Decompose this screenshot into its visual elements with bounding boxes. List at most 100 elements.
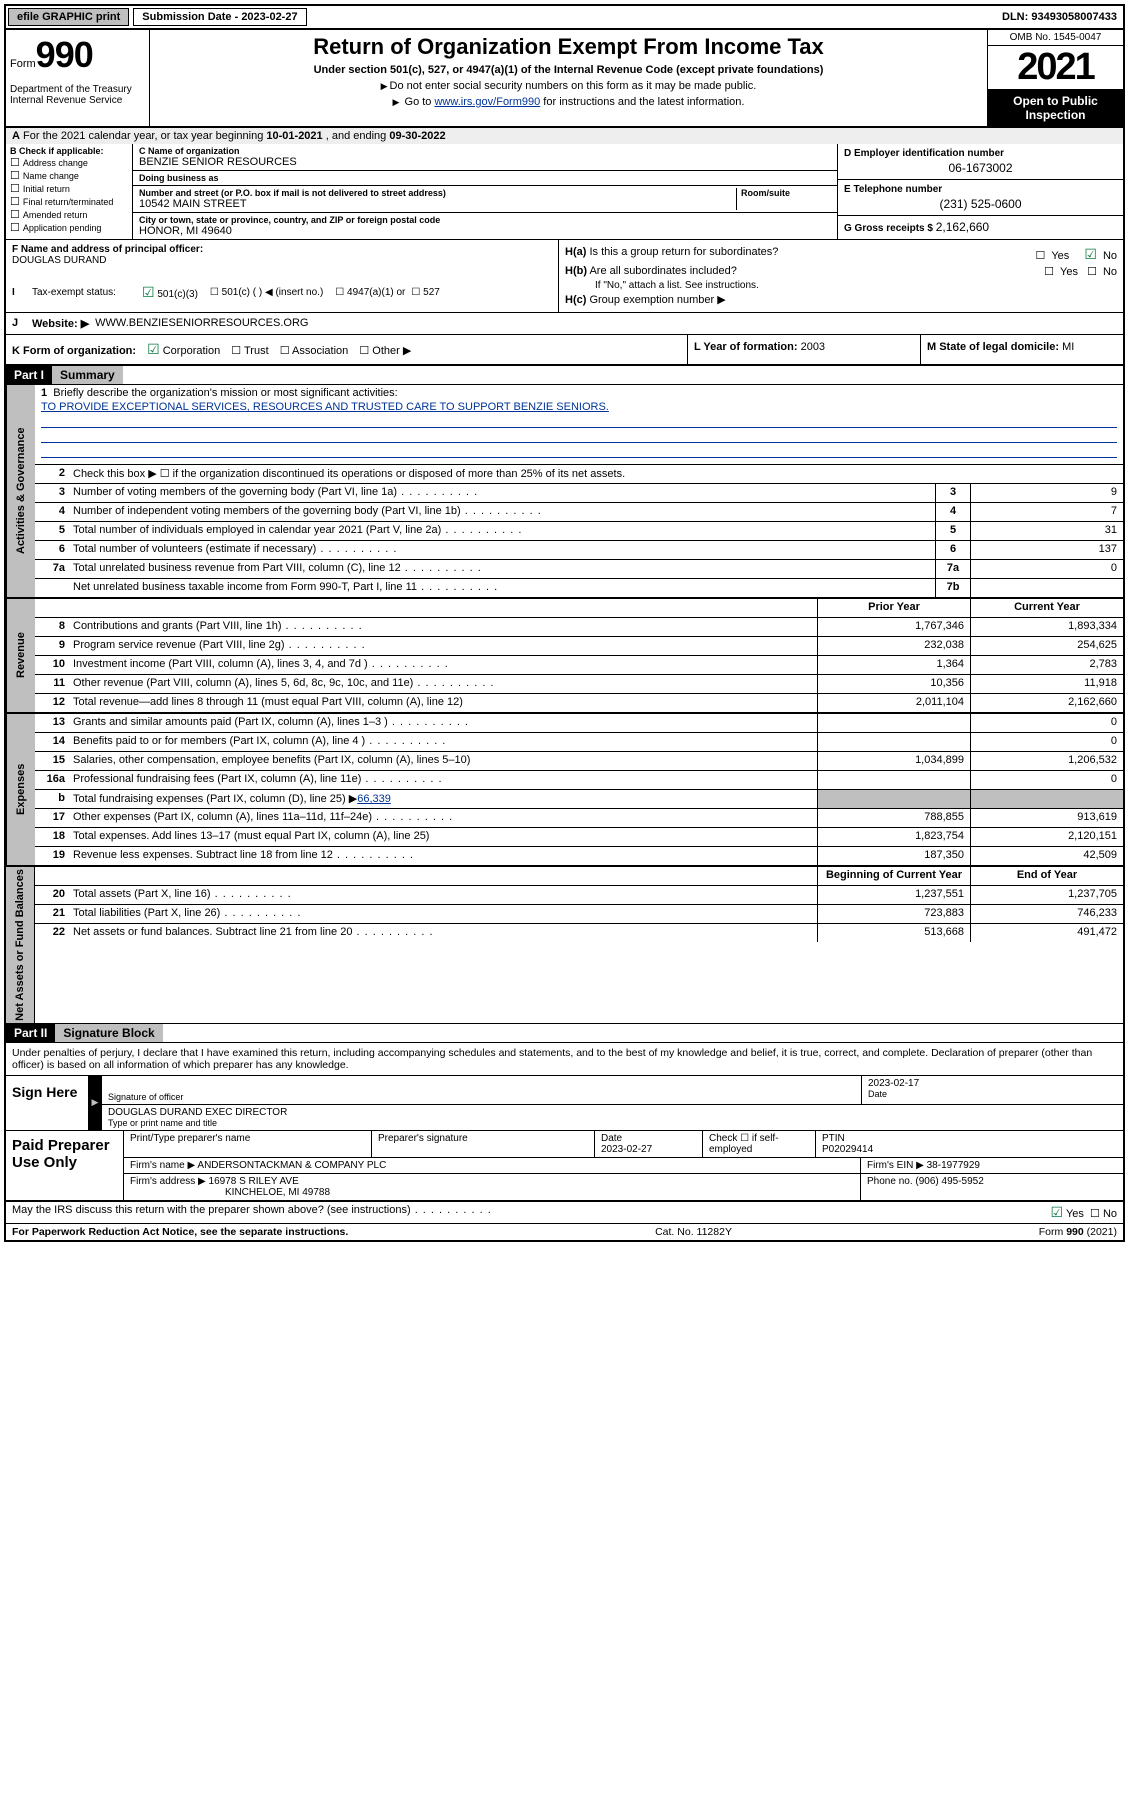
chk-final[interactable]: Final return/terminated bbox=[10, 195, 128, 208]
vlabel-rev: Revenue bbox=[6, 599, 35, 712]
f-lbl: F Name and address of principal officer: bbox=[12, 244, 203, 255]
col-c: C Name of organization BENZIE SENIOR RES… bbox=[133, 144, 837, 239]
footer-right: Form 990 (2021) bbox=[1039, 1226, 1117, 1238]
submission-date: Submission Date - 2023-02-27 bbox=[133, 8, 306, 26]
na-e20: 1,237,705 bbox=[970, 886, 1123, 904]
l-year: L Year of formation: 2003 bbox=[687, 335, 920, 364]
grey-16b-1 bbox=[817, 790, 970, 808]
rev-l11: Other revenue (Part VIII, column (A), li… bbox=[69, 675, 817, 693]
gov-v6: 137 bbox=[970, 541, 1123, 559]
k-org: K Form of organization: ☑ Corporation ☐ … bbox=[6, 335, 687, 364]
row-klm: K Form of organization: ☑ Corporation ☐ … bbox=[6, 335, 1123, 366]
year-formed: 2003 bbox=[801, 341, 825, 353]
section-bcdeg: B Check if applicable: Address change Na… bbox=[6, 144, 1123, 240]
k-corp[interactable]: ☑ Corporation bbox=[147, 345, 220, 357]
irs-link[interactable]: www.irs.gov/Form990 bbox=[434, 96, 540, 108]
fundraising-val: 66,339 bbox=[357, 793, 391, 805]
paid-lbl: Paid Preparer Use Only bbox=[6, 1131, 124, 1200]
dba-lbl: Doing business as bbox=[139, 173, 831, 183]
opt-4947[interactable]: ☐ 4947(a)(1) or bbox=[335, 287, 405, 298]
na-b20: 1,237,551 bbox=[817, 886, 970, 904]
rev-l12: Total revenue—add lines 8 through 11 (mu… bbox=[69, 694, 817, 712]
exp-p14 bbox=[817, 733, 970, 751]
chk-pending[interactable]: Application pending bbox=[10, 221, 128, 234]
rev-l9: Program service revenue (Part VIII, line… bbox=[69, 637, 817, 655]
paid-preparer-row: Paid Preparer Use Only Print/Type prepar… bbox=[6, 1131, 1123, 1202]
mission-q: Briefly describe the organization's miss… bbox=[53, 387, 397, 399]
rev-p8: 1,767,346 bbox=[817, 618, 970, 636]
hc-q: Group exemption number ▶ bbox=[589, 294, 725, 306]
k-assoc[interactable]: ☐ Association bbox=[280, 345, 349, 357]
ein-val: 06-1673002 bbox=[844, 159, 1117, 175]
hdr-prior: Prior Year bbox=[817, 599, 970, 617]
efile-button[interactable]: efile GRAPHIC print bbox=[8, 8, 129, 26]
chk-amended[interactable]: Amended return bbox=[10, 208, 128, 221]
sig-date: 2023-02-17 bbox=[868, 1078, 1117, 1089]
vlabel-exp: Expenses bbox=[6, 714, 35, 865]
exp-l19: Revenue less expenses. Subtract line 18 … bbox=[69, 847, 817, 865]
website-val: WWW.BENZIESENIORRESOURCES.ORG bbox=[95, 317, 308, 330]
self-emp-lbl[interactable]: Check ☐ if self-employed bbox=[703, 1131, 816, 1157]
form-title: Return of Organization Exempt From Incom… bbox=[156, 34, 981, 60]
tax-year: 2021 bbox=[988, 46, 1123, 90]
col-deg: D Employer identification number 06-1673… bbox=[837, 144, 1123, 239]
firm-name: ANDERSONTACKMAN & COMPANY PLC bbox=[197, 1160, 386, 1171]
i-letter: I bbox=[12, 287, 32, 298]
chk-name[interactable]: Name change bbox=[10, 169, 128, 182]
exp-l15: Salaries, other compensation, employee b… bbox=[69, 752, 817, 770]
opt-501c[interactable]: ☐ 501(c) ( ) ◀ (insert no.) bbox=[210, 287, 323, 298]
k-other[interactable]: ☐ Other ▶ bbox=[359, 345, 411, 357]
header-left: Form990 Department of the Treasury Inter… bbox=[6, 30, 150, 126]
chk-address[interactable]: Address change bbox=[10, 156, 128, 169]
revenue-block: Revenue Prior YearCurrent Year 8Contribu… bbox=[6, 599, 1123, 714]
part-i-hdr: Part ISummary bbox=[6, 366, 1123, 385]
period-mid: , and ending bbox=[323, 130, 390, 142]
e-lbl: E Telephone number bbox=[844, 184, 1117, 195]
part-i-label: Part I bbox=[6, 366, 52, 384]
chk-initial[interactable]: Initial return bbox=[10, 182, 128, 195]
gov-v7a: 0 bbox=[970, 560, 1123, 578]
opt-501c3[interactable]: ☑ 501(c)(3) bbox=[142, 284, 198, 301]
hb-ans: ☐Yes ☐No bbox=[1038, 265, 1117, 278]
vlabel-na: Net Assets or Fund Balances bbox=[6, 867, 35, 1023]
officer-name: DOUGLAS DURAND bbox=[12, 255, 552, 266]
firm-ein-lbl: Firm's EIN ▶ bbox=[867, 1160, 924, 1171]
grey-16b-2 bbox=[970, 790, 1123, 808]
exp-c13: 0 bbox=[970, 714, 1123, 732]
gov-l5: Total number of individuals employed in … bbox=[69, 522, 935, 540]
hdr-eoy: End of Year bbox=[970, 867, 1123, 885]
period-end: 09-30-2022 bbox=[389, 130, 445, 142]
opt-527[interactable]: ☐ 527 bbox=[411, 287, 439, 298]
addr-lbl: Number and street (or P.O. box if mail i… bbox=[139, 188, 732, 198]
exp-c19: 42,509 bbox=[970, 847, 1123, 865]
col-fi: F Name and address of principal officer:… bbox=[6, 240, 559, 312]
rev-p10: 1,364 bbox=[817, 656, 970, 674]
exp-l14: Benefits paid to or for members (Part IX… bbox=[69, 733, 817, 751]
d-lbl: D Employer identification number bbox=[844, 148, 1117, 159]
part-i-title: Summary bbox=[52, 366, 123, 384]
firm-addr-lbl: Firm's address ▶ bbox=[130, 1176, 206, 1187]
exp-l18: Total expenses. Add lines 13–17 (must eq… bbox=[69, 828, 817, 846]
i-lbl: Tax-exempt status: bbox=[32, 287, 142, 298]
rev-c10: 2,783 bbox=[970, 656, 1123, 674]
gov-v7b bbox=[970, 579, 1123, 597]
firm-addr2: KINCHELOE, MI 49788 bbox=[225, 1187, 330, 1198]
rev-p9: 232,038 bbox=[817, 637, 970, 655]
period-begin: 10-01-2021 bbox=[266, 130, 322, 142]
exp-p18: 1,823,754 bbox=[817, 828, 970, 846]
exp-c17: 913,619 bbox=[970, 809, 1123, 827]
netassets-block: Net Assets or Fund Balances Beginning of… bbox=[6, 867, 1123, 1024]
rev-p12: 2,011,104 bbox=[817, 694, 970, 712]
na-e22: 491,472 bbox=[970, 924, 1123, 942]
mission-a: TO PROVIDE EXCEPTIONAL SERVICES, RESOURC… bbox=[41, 401, 1117, 413]
k-trust[interactable]: ☐ Trust bbox=[231, 345, 268, 357]
form-subtitle: Under section 501(c), 527, or 4947(a)(1)… bbox=[156, 64, 981, 76]
hb-q: Are all subordinates included? bbox=[589, 265, 736, 277]
firm-ein: 38-1977929 bbox=[927, 1160, 980, 1171]
paid-date: 2023-02-27 bbox=[601, 1144, 652, 1155]
na-e21: 746,233 bbox=[970, 905, 1123, 923]
gross-val: 2,162,660 bbox=[936, 218, 989, 234]
footer-left: For Paperwork Reduction Act Notice, see … bbox=[12, 1226, 348, 1238]
j-lbl: Website: ▶ bbox=[32, 317, 89, 330]
gov-v3: 9 bbox=[970, 484, 1123, 502]
